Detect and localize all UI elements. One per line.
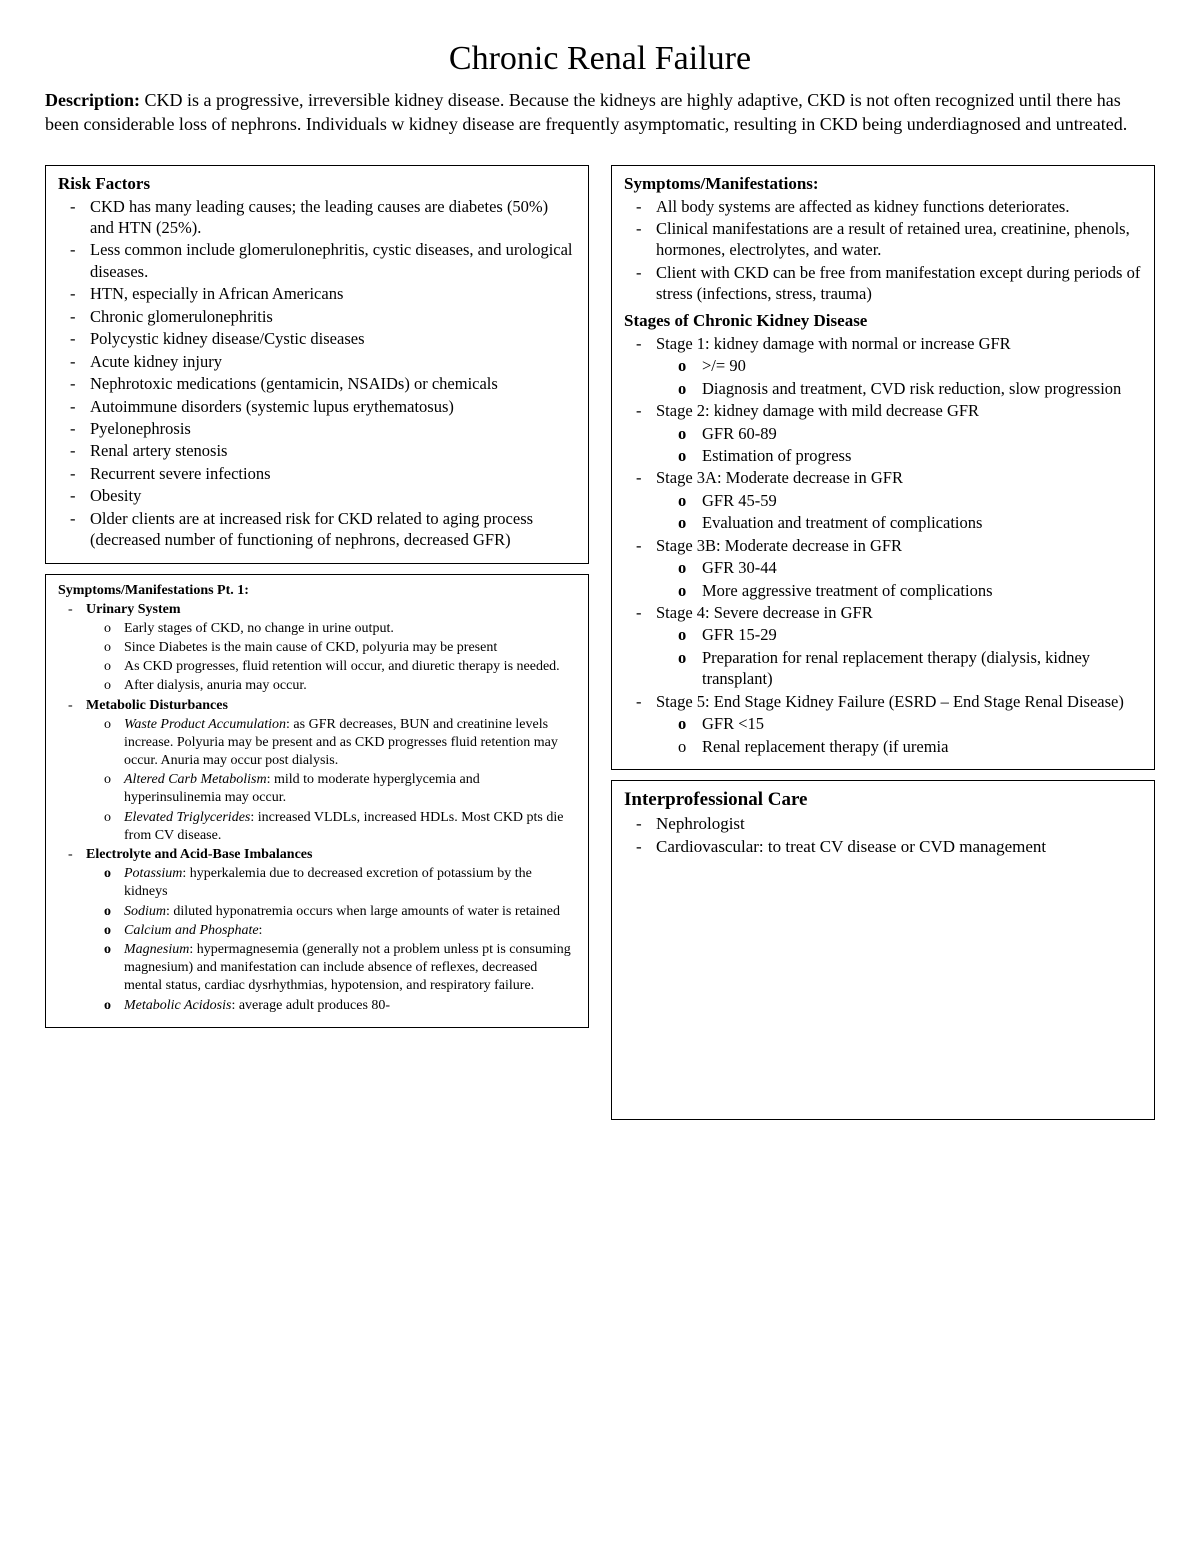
list-item: Cardiovascular: to treat CV disease or C… [656,836,1142,858]
electrolyte-sublist: Potassium: hyperkalemia due to decreased… [86,865,576,1015]
urinary-label: Urinary System [86,602,181,617]
stage-item: Stage 3B: Moderate decrease in GFRGFR 30… [656,535,1142,601]
urinary-system-item: Urinary System Early stages of CKD, no c… [86,601,576,696]
symptoms-title: Symptoms/Manifestations: [624,174,1142,194]
list-item: Nephrotoxic medications (gentamicin, NSA… [90,373,576,394]
stage-item: Stage 4: Severe decrease in GFRGFR 15-29… [656,602,1142,690]
list-item: GFR 60-89 [702,423,1142,444]
list-item: Renal replacement therapy (if uremia [702,736,1142,757]
list-item: Pyelonephrosis [90,418,576,439]
list-item: Nephrologist [656,813,1142,835]
list-item: Autoimmune disorders (systemic lupus ery… [90,396,576,417]
list-item: Sodium: diluted hyponatremia occurs when… [124,903,576,921]
list-item: GFR 45-59 [702,490,1142,511]
stage-item: Stage 1: kidney damage with normal or in… [656,333,1142,399]
list-item: Clinical manifestations are a result of … [656,218,1142,261]
risk-factors-title: Risk Factors [58,174,576,194]
list-item: Renal artery stenosis [90,440,576,461]
list-item: >/= 90 [702,355,1142,376]
symptoms-stages-box: Symptoms/Manifestations: All body system… [611,165,1155,771]
description-text: CKD is a progressive, irreversible kidne… [45,90,1127,134]
symptoms-pt1-title: Symptoms/Manifestations Pt. 1: [58,583,576,599]
list-item: Client with CKD can be free from manifes… [656,262,1142,305]
stage-sublist: >/= 90Diagnosis and treatment, CVD risk … [656,355,1142,399]
list-item: CKD has many leading causes; the leading… [90,196,576,239]
list-item: More aggressive treatment of complicatio… [702,580,1142,601]
list-item: Diagnosis and treatment, CVD risk reduct… [702,378,1142,399]
left-column: Risk Factors CKD has many leading causes… [45,165,589,1121]
care-title: Interprofessional Care [624,789,1142,811]
list-item: As CKD progresses, fluid retention will … [124,658,576,676]
list-item: Altered Carb Metabolism: mild to moderat… [124,771,576,807]
list-item: Older clients are at increased risk for … [90,508,576,551]
list-item: Potassium: hyperkalemia due to decreased… [124,865,576,901]
stage-sublist: GFR 15-29Preparation for renal replaceme… [656,624,1142,689]
list-item: Since Diabetes is the main cause of CKD,… [124,639,576,657]
list-item: All body systems are affected as kidney … [656,196,1142,217]
list-item: Waste Product Accumulation: as GFR decre… [124,716,576,771]
stage-sublist: GFR 30-44More aggressive treatment of co… [656,557,1142,601]
urinary-sublist: Early stages of CKD, no change in urine … [86,620,576,696]
list-item: Acute kidney injury [90,351,576,372]
stage-sublist: GFR 60-89Estimation of progress [656,423,1142,467]
list-item: Magnesium: hypermagnesemia (generally no… [124,941,576,996]
stage-item: Stage 3A: Moderate decrease in GFRGFR 45… [656,467,1142,533]
symptoms-pt1-list: Urinary System Early stages of CKD, no c… [58,601,576,1015]
list-item: Early stages of CKD, no change in urine … [124,620,576,638]
symptoms-top-list: All body systems are affected as kidney … [624,196,1142,305]
stage-item: Stage 5: End Stage Kidney Failure (ESRD … [656,691,1142,757]
list-item: Calcium and Phosphate: [124,922,576,940]
metabolic-sublist: Waste Product Accumulation: as GFR decre… [86,716,576,845]
page-title: Chronic Renal Failure [45,40,1155,78]
list-item: HTN, especially in African Americans [90,283,576,304]
symptoms-pt1-box: Symptoms/Manifestations Pt. 1: Urinary S… [45,574,589,1028]
stage-sublist: GFR <15Renal replacement therapy (if ure… [656,713,1142,757]
metabolic-label: Metabolic Disturbances [86,698,228,713]
right-column: Symptoms/Manifestations: All body system… [611,165,1155,1121]
list-item: Preparation for renal replacement therap… [702,647,1142,690]
list-item: Evaluation and treatment of complication… [702,512,1142,533]
list-item: GFR 15-29 [702,624,1142,645]
stage-sublist: GFR 45-59Evaluation and treatment of com… [656,490,1142,534]
list-item: Polycystic kidney disease/Cystic disease… [90,328,576,349]
electrolyte-label: Electrolyte and Acid-Base Imbalances [86,847,312,862]
two-column-layout: Risk Factors CKD has many leading causes… [45,165,1155,1121]
list-item: Chronic glomerulonephritis [90,306,576,327]
list-item: Obesity [90,485,576,506]
stages-list: Stage 1: kidney damage with normal or in… [624,333,1142,757]
metabolic-item: Metabolic Disturbances Waste Product Acc… [86,697,576,846]
list-item: Metabolic Acidosis: average adult produc… [124,997,576,1015]
electrolyte-item: Electrolyte and Acid-Base Imbalances Pot… [86,846,576,1015]
description-block: Description: CKD is a progressive, irrev… [45,88,1155,137]
risk-factors-box: Risk Factors CKD has many leading causes… [45,165,589,564]
list-item: Estimation of progress [702,445,1142,466]
list-item: After dialysis, anuria may occur. [124,677,576,695]
stages-title: Stages of Chronic Kidney Disease [624,311,1142,331]
care-list: NephrologistCardiovascular: to treat CV … [624,813,1142,858]
list-item: GFR 30-44 [702,557,1142,578]
list-item: Recurrent severe infections [90,463,576,484]
stage-item: Stage 2: kidney damage with mild decreas… [656,400,1142,466]
list-item: Less common include glomerulonephritis, … [90,239,576,282]
list-item: GFR <15 [702,713,1142,734]
description-label: Description: [45,90,140,110]
list-item: Elevated Triglycerides: increased VLDLs,… [124,809,576,845]
interprofessional-care-box: Interprofessional Care NephrologistCardi… [611,780,1155,1120]
risk-factors-list: CKD has many leading causes; the leading… [58,196,576,551]
